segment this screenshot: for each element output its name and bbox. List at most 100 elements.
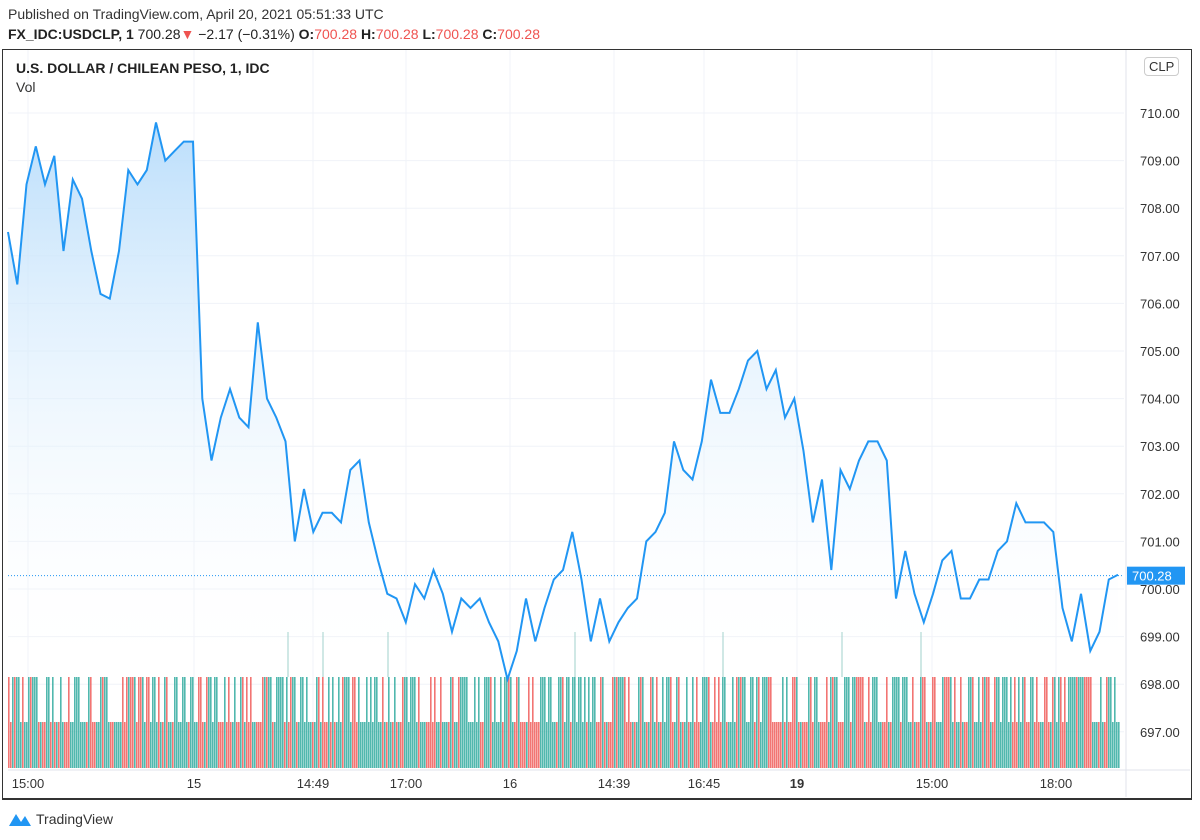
volume-bar — [686, 677, 688, 768]
volume-bar — [892, 677, 894, 768]
volume-bar — [684, 722, 686, 768]
volume-bar — [1006, 677, 1008, 768]
volume-bar — [1072, 677, 1074, 768]
volume-bar — [956, 722, 958, 768]
volume-bar — [262, 677, 264, 768]
volume-bar — [732, 677, 734, 768]
y-tick-label: 706.00 — [1140, 296, 1180, 311]
volume-bar — [460, 677, 462, 768]
volume-bar — [798, 722, 800, 768]
last-price: 700.28 — [137, 26, 181, 42]
volume-bar — [1028, 722, 1030, 768]
volume-bar — [76, 677, 78, 768]
volume-bar — [176, 677, 178, 768]
volume-bar — [1102, 722, 1104, 768]
volume-bar — [492, 722, 494, 768]
volume-bar — [930, 722, 932, 768]
volume-bar — [906, 677, 908, 768]
volume-bar — [194, 722, 196, 768]
volume-bar — [252, 722, 254, 768]
volume-bar — [898, 677, 900, 768]
volume-bar — [434, 677, 436, 768]
volume-bar — [20, 722, 22, 768]
volume-bar — [66, 722, 68, 768]
x-tick-label: 15:00 — [916, 776, 949, 791]
volume-bar — [158, 677, 160, 768]
volume-bar — [242, 677, 244, 768]
volume-bar — [432, 722, 434, 768]
volume-bar — [932, 677, 934, 768]
volume-bar — [650, 677, 652, 768]
y-tick-label: 698.00 — [1140, 677, 1180, 692]
volume-bar — [744, 677, 746, 768]
volume-bar — [968, 677, 970, 768]
currency-button[interactable]: CLP — [1144, 57, 1180, 76]
volume-bar — [1070, 677, 1072, 768]
volume-bar — [1084, 677, 1086, 768]
volume-bar — [276, 677, 278, 768]
volume-bar — [918, 722, 920, 768]
volume-bar — [228, 677, 230, 768]
volume-bar — [560, 677, 562, 768]
volume-bar — [550, 677, 552, 768]
volume-bar — [398, 722, 400, 768]
volume-bar — [260, 722, 262, 768]
volume-bar — [226, 722, 228, 768]
volume-bar — [264, 677, 266, 768]
volume-bar — [1112, 722, 1114, 768]
volume-bar — [868, 677, 870, 768]
volume-bar — [638, 677, 640, 768]
volume-bar — [946, 677, 948, 768]
volume-bar — [534, 722, 536, 768]
volume-bar — [928, 722, 930, 768]
volume-bar — [1088, 677, 1090, 768]
volume-bar — [774, 722, 776, 768]
volume-bar — [566, 677, 568, 768]
volume-bar — [800, 722, 802, 768]
volume-bar — [170, 722, 172, 768]
volume-bar — [224, 677, 226, 768]
volume-bar — [30, 677, 32, 768]
volume-bar — [214, 677, 216, 768]
volume-bar — [578, 677, 580, 768]
volume-bar — [418, 677, 420, 768]
volume-bar — [266, 677, 268, 768]
volume-bar — [864, 722, 866, 768]
volume-bar — [346, 677, 348, 768]
volume-bar — [940, 722, 942, 768]
close-value: 700.28 — [497, 26, 540, 42]
volume-bar — [602, 677, 604, 768]
volume-bar — [268, 677, 270, 768]
volume-bar — [604, 722, 606, 768]
volume-bar — [786, 677, 788, 768]
price-area — [8, 122, 1118, 680]
volume-bar — [620, 677, 622, 768]
volume-bar — [484, 677, 486, 768]
volume-bar — [824, 722, 826, 768]
volume-bar — [168, 722, 170, 768]
volume-bar — [766, 677, 768, 768]
volume-bar — [494, 677, 496, 768]
volume-bar — [614, 677, 616, 768]
volume-bar — [598, 722, 600, 768]
volume-bar — [882, 722, 884, 768]
volume-bar — [818, 722, 820, 768]
volume-bar — [908, 722, 910, 768]
volume-bar — [518, 677, 520, 768]
volume-bar — [40, 722, 42, 768]
volume-bar — [388, 677, 390, 768]
volume-bar — [126, 677, 128, 768]
volume-bar — [622, 677, 624, 768]
volume-bar — [92, 722, 94, 768]
volume-bar — [770, 677, 772, 768]
volume-bar — [178, 722, 180, 768]
volume-bar — [372, 722, 374, 768]
volume-bar — [286, 677, 288, 768]
volume-bar — [808, 677, 810, 768]
volume-bar — [738, 677, 740, 768]
volume-bar — [36, 677, 38, 768]
volume-bar — [1002, 677, 1004, 768]
volume-bar — [1066, 722, 1068, 768]
volume-bar — [758, 677, 760, 768]
